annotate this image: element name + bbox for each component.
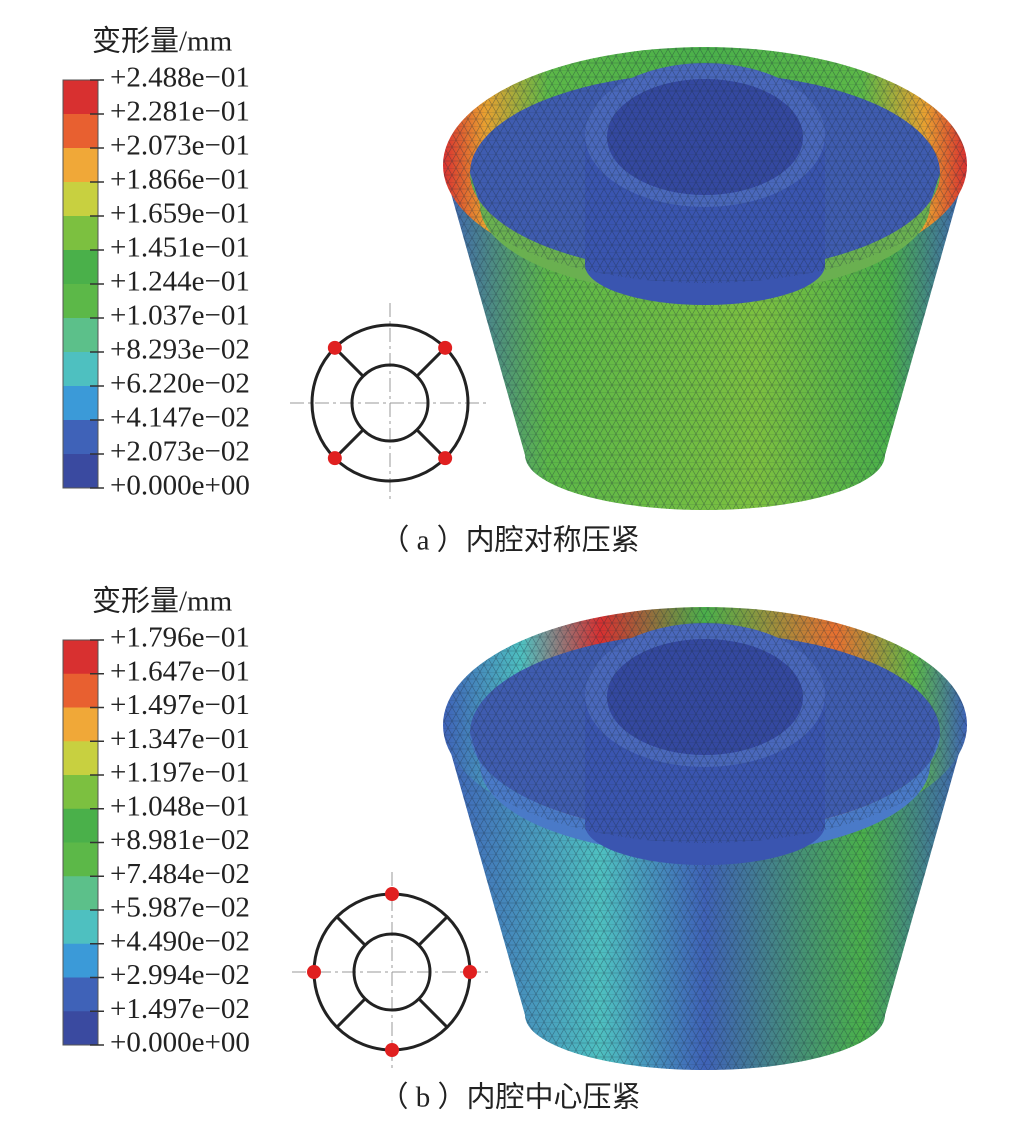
legend-label: +2.281e−01 — [110, 96, 250, 128]
clamp-point — [327, 340, 342, 355]
color-band — [63, 352, 98, 387]
color-band — [63, 250, 98, 285]
legend-label: +0.000e+00 — [110, 1027, 250, 1059]
color-band — [63, 1011, 98, 1046]
fea-model — [443, 47, 967, 510]
legend-label: +1.647e−01 — [110, 655, 250, 687]
caption: （ a ）内腔对称压紧 — [380, 524, 639, 557]
color-band — [63, 673, 98, 708]
clamp-point — [385, 887, 399, 901]
legend-label: +8.293e−02 — [110, 334, 250, 366]
legend-title: 变形量/mm — [92, 25, 233, 58]
legend-label: +2.994e−02 — [110, 959, 250, 991]
caption: （ b ）内腔中心压紧 — [379, 1081, 640, 1114]
clamp-point — [438, 451, 453, 466]
legend-label: +1.451e−01 — [110, 232, 250, 264]
legend-label: +1.244e−01 — [110, 266, 250, 298]
legend-label: +6.220e−02 — [110, 368, 250, 400]
color-band — [63, 454, 98, 489]
legend-label: +1.659e−01 — [110, 198, 250, 230]
panel: 变形量/mm +1.796e−01+1.647e−01+1.497e−01+1.3… — [62, 585, 967, 1114]
spoke — [335, 997, 367, 1029]
legend-label: +8.981e−02 — [110, 824, 250, 856]
color-band — [63, 943, 98, 978]
color-band — [63, 910, 98, 945]
clamp-point — [307, 965, 321, 979]
color-band — [63, 707, 98, 742]
color-band — [63, 216, 98, 251]
color-band — [63, 808, 98, 843]
color-band — [63, 284, 98, 319]
color-band — [63, 420, 98, 455]
clamp-point — [463, 965, 477, 979]
clamp-point — [327, 451, 342, 466]
rim-mesh — [443, 47, 967, 283]
legend-label: +7.484e−02 — [110, 858, 250, 890]
legend-label: +1.048e−01 — [110, 790, 250, 822]
legend-label: +4.490e−02 — [110, 925, 250, 957]
legend-label: +4.147e−02 — [110, 402, 250, 434]
inner-ring — [350, 363, 430, 443]
color-band — [63, 318, 98, 353]
legend-label: +2.073e−02 — [110, 436, 250, 468]
color-band — [63, 842, 98, 877]
legend-label: +1.796e−01 — [110, 622, 250, 654]
legend-label: +1.347e−01 — [110, 723, 250, 755]
spoke — [335, 915, 367, 947]
color-band — [63, 80, 98, 115]
color-band — [63, 114, 98, 149]
legend-label: +0.000e+00 — [110, 470, 250, 502]
legend-label: +2.073e−01 — [110, 130, 250, 162]
color-band — [63, 148, 98, 183]
legend-label: +5.987e−02 — [110, 892, 250, 924]
clamp-point — [385, 1043, 399, 1057]
schematic — [292, 872, 492, 1072]
inner-ring — [352, 932, 432, 1012]
outer-ring — [310, 323, 470, 483]
spoke — [417, 997, 449, 1029]
color-band — [63, 640, 98, 675]
spoke — [417, 915, 449, 947]
legend-title: 变形量/mm — [92, 585, 233, 618]
color-band — [63, 775, 98, 810]
rim-mesh — [443, 607, 967, 843]
color-band — [63, 741, 98, 776]
color-band — [63, 876, 98, 911]
legend-label: +2.488e−01 — [110, 62, 250, 94]
schematic — [290, 303, 490, 503]
legend-label: +1.866e−01 — [110, 164, 250, 196]
legend-label: +1.037e−01 — [110, 300, 250, 332]
legend-label: +1.197e−01 — [110, 757, 250, 789]
fea-model — [443, 607, 967, 1070]
color-band — [63, 386, 98, 421]
panel: 变形量/mm +2.488e−01+2.281e−01+2.073e−01+1.8… — [62, 25, 967, 557]
clamp-point — [438, 340, 453, 355]
color-band — [63, 182, 98, 217]
legend-label: +1.497e−02 — [110, 993, 250, 1025]
legend-label: +1.497e−01 — [110, 689, 250, 721]
color-band — [63, 977, 98, 1012]
